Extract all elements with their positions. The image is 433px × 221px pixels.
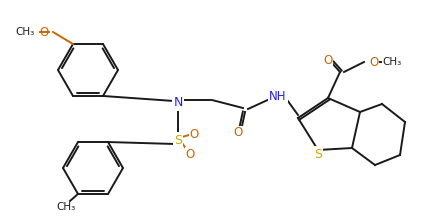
Text: N: N: [173, 97, 183, 109]
Text: S: S: [174, 133, 182, 147]
Text: CH₃: CH₃: [56, 202, 76, 212]
Text: O: O: [233, 126, 242, 139]
Text: S: S: [314, 147, 322, 160]
Text: NH: NH: [269, 90, 287, 103]
Text: CH₃: CH₃: [16, 27, 35, 37]
Text: O: O: [185, 147, 194, 160]
Text: CH₃: CH₃: [382, 57, 401, 67]
Text: O: O: [189, 128, 199, 141]
Text: O: O: [40, 25, 49, 38]
Text: O: O: [369, 55, 378, 69]
Text: O: O: [323, 53, 333, 67]
